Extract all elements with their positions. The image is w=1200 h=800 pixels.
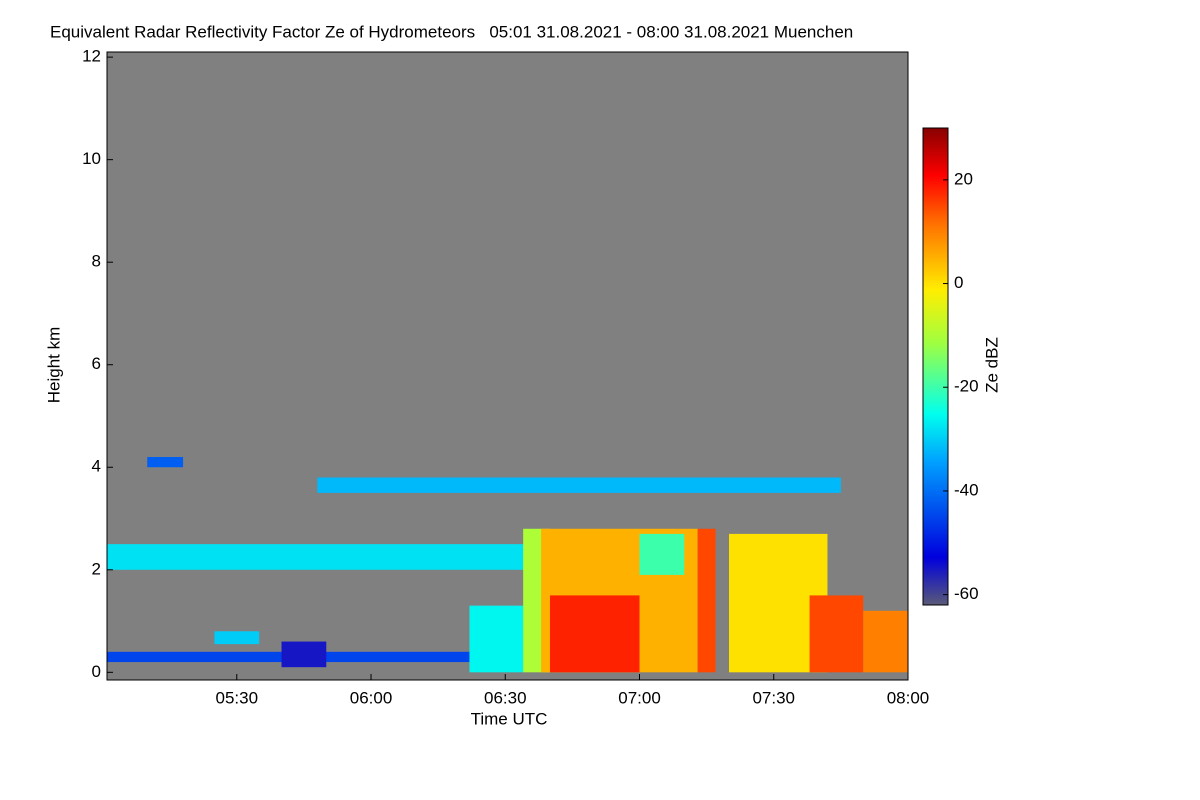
reflectivity-cell: [809, 595, 864, 673]
reflectivity-cell: [317, 477, 841, 493]
x-tick-label: 05:30: [215, 688, 258, 707]
y-tick-label: 10: [82, 149, 101, 168]
reflectivity-cell: [550, 595, 640, 673]
reflectivity-cell: [147, 456, 184, 468]
reflectivity-cell: [469, 605, 524, 673]
reflectivity-cell: [697, 528, 716, 673]
x-tick-label: 06:30: [484, 688, 527, 707]
x-tick-label: 06:00: [350, 688, 393, 707]
plot-frame: [106, 51, 909, 681]
x-axis-label: Time UTC: [471, 709, 548, 728]
y-tick-label: 6: [92, 354, 101, 373]
x-tick-label: 07:00: [618, 688, 661, 707]
colorbar-tick-label: -40: [954, 480, 979, 499]
chart-title: Equivalent Radar Reflectivity Factor Ze …: [50, 22, 853, 41]
y-tick-label: 12: [82, 47, 101, 66]
colorbar: [922, 127, 949, 606]
colorbar-tick-label: -60: [954, 584, 979, 603]
colorbar-label: Ze dBZ: [982, 337, 1001, 393]
reflectivity-cell: [639, 533, 685, 575]
reflectivity-cell: [214, 631, 260, 645]
y-axis-label: Height km: [44, 327, 63, 404]
y-tick-label: 0: [92, 662, 101, 681]
reflectivity-cell: [281, 641, 327, 668]
colorbar-tick-label: 0: [954, 273, 963, 292]
reflectivity-cell: [107, 544, 528, 570]
reflectivity-cell: [863, 610, 908, 673]
y-tick-label: 4: [92, 457, 101, 476]
colorbar-tick-label: 20: [954, 169, 973, 188]
colorbar-tick-label: -20: [954, 377, 979, 396]
y-tick-label: 2: [92, 559, 101, 578]
x-tick-label: 07:30: [752, 688, 795, 707]
y-tick-label: 8: [92, 252, 101, 271]
x-tick-label: 08:00: [887, 688, 930, 707]
